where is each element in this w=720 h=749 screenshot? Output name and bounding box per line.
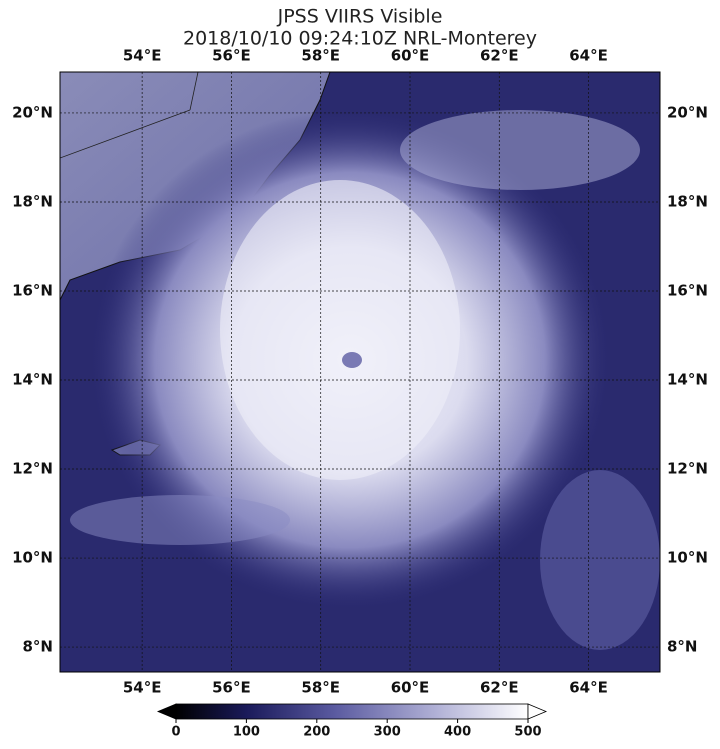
latitude-label: 10°N	[12, 549, 53, 567]
title: JPSS VIIRS Visible	[277, 6, 443, 28]
colorbar-high-extension	[527, 703, 548, 720]
latitude-label: 10°N	[667, 549, 708, 567]
colorbar-tick-label: 300	[374, 725, 401, 740]
latitude-label: 18°N	[667, 192, 708, 210]
longitude-label: 62°E	[480, 47, 519, 65]
colorbar-low-extension	[156, 703, 177, 720]
latitude-label: 12°N	[12, 460, 53, 478]
longitude-label: 56°E	[212, 47, 251, 65]
colorbar-tick-label: 400	[444, 725, 471, 740]
map-frame	[59, 71, 661, 673]
colorbar-tick-label: 0	[171, 725, 180, 740]
latitude-label: 16°N	[667, 281, 708, 299]
latitude-label: 18°N	[12, 192, 53, 210]
longitude-label: 60°E	[391, 679, 430, 697]
longitude-label: 54°E	[123, 47, 162, 65]
longitude-label: 56°E	[212, 679, 251, 697]
colorbar-tick-label: 100	[233, 725, 260, 740]
latitude-label: 8°N	[23, 638, 54, 656]
longitude-label: 58°E	[301, 47, 340, 65]
longitude-label: 64°E	[569, 47, 608, 65]
latitude-label: 8°N	[667, 638, 698, 656]
longitude-label: 54°E	[123, 679, 162, 697]
colorbar-tick-label: 500	[514, 725, 541, 740]
longitude-label: 62°E	[480, 679, 519, 697]
latitude-label: 14°N	[12, 371, 53, 389]
colorbar-tick-label: 200	[303, 725, 330, 740]
longitude-label: 58°E	[301, 679, 340, 697]
subtitle: 2018/10/10 09:24:10Z NRL-Monterey	[183, 28, 537, 50]
latitude-label: 20°N	[12, 103, 53, 121]
colorbar	[175, 703, 529, 720]
latitude-label: 12°N	[667, 460, 708, 478]
satellite-image	[60, 72, 660, 672]
longitude-label: 64°E	[569, 679, 608, 697]
latitude-label: 16°N	[12, 281, 53, 299]
latitude-label: 20°N	[667, 103, 708, 121]
latitude-label: 14°N	[667, 371, 708, 389]
longitude-label: 60°E	[391, 47, 430, 65]
